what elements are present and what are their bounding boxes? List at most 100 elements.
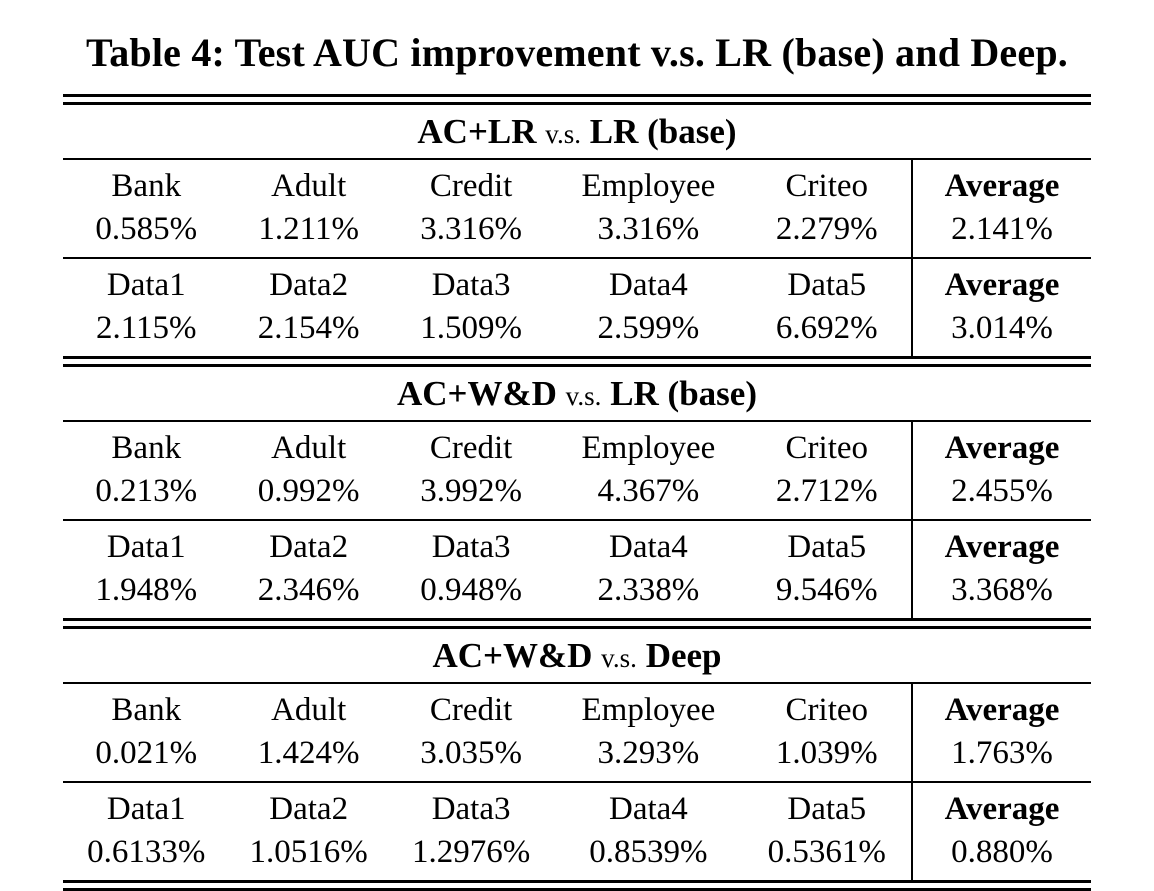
col-header-cell: Data2 bbox=[269, 267, 349, 303]
table-container: AC+LR v.s. LR (base) Bank Adult Credit E… bbox=[63, 94, 1091, 891]
average-value-cell: 2.455% bbox=[911, 469, 1091, 521]
col-header-cell: Bank bbox=[111, 430, 182, 466]
section-heading: AC+W&D v.s. LR (base) bbox=[63, 365, 1091, 422]
value-cell: 3.293% bbox=[554, 731, 743, 783]
value-cell: 2.279% bbox=[742, 207, 913, 259]
value-cell: 9.546% bbox=[775, 572, 878, 608]
col-header-cell: Data5 bbox=[787, 529, 867, 565]
average-header-cell: Average bbox=[911, 683, 1091, 731]
value-cell: 0.213% bbox=[63, 469, 230, 521]
value-cell: 1.039% bbox=[742, 731, 913, 783]
dataset-header-row: Data1 Data2 Data3 Data4 Data5 Average bbox=[63, 258, 1091, 306]
dataset-header-row: Data1 Data2 Data3 Data4 Data5 Average bbox=[63, 520, 1091, 568]
average-header-cell: Average bbox=[911, 258, 1091, 306]
col-header-cell: Data4 bbox=[609, 267, 688, 303]
value-cell: 2.346% bbox=[257, 572, 360, 608]
section-heading: AC+LR v.s. LR (base) bbox=[63, 103, 1091, 160]
double-rule-line bbox=[63, 94, 1091, 105]
value-cell: 3.316% bbox=[554, 207, 743, 259]
value-row: 2.115% 2.154% 1.509% 2.599% 6.692% 3.014… bbox=[63, 306, 1091, 358]
results-table: AC+LR v.s. LR (base) Bank Adult Credit E… bbox=[63, 94, 1091, 891]
value-cell: 2.712% bbox=[742, 469, 913, 521]
value-row: 0.6133% 1.0516% 1.2976% 0.8539% 0.5361% … bbox=[63, 830, 1091, 882]
value-cell: 3.316% bbox=[387, 207, 555, 259]
value-cell: 3.035% bbox=[387, 731, 555, 783]
value-cell: 3.992% bbox=[387, 469, 555, 521]
col-header-cell: Data5 bbox=[787, 267, 867, 303]
dataset-header-row: Bank Adult Credit Employee Criteo Averag… bbox=[63, 159, 1091, 207]
average-value-cell: 1.763% bbox=[911, 731, 1091, 783]
average-value-cell: 2.141% bbox=[911, 207, 1091, 259]
value-cell: 0.948% bbox=[420, 572, 522, 608]
value-cell: 1.948% bbox=[95, 572, 198, 608]
col-header-cell: Criteo bbox=[785, 168, 869, 204]
col-header-cell: Data3 bbox=[431, 267, 511, 303]
section-heading-row: AC+W&D v.s. LR (base) bbox=[63, 365, 1091, 422]
value-cell: 1.424% bbox=[229, 731, 388, 783]
value-row: 0.585% 1.211% 3.316% 3.316% 2.279% 2.141… bbox=[63, 207, 1091, 259]
col-header-cell: Data2 bbox=[269, 529, 349, 565]
col-header-cell: Data2 bbox=[269, 791, 349, 827]
col-header-cell: Data1 bbox=[106, 267, 186, 303]
value-cell: 0.6133% bbox=[87, 834, 206, 870]
double-rule bbox=[63, 618, 1091, 629]
double-rule-line bbox=[63, 880, 1091, 891]
col-header-cell: Data1 bbox=[106, 791, 186, 827]
col-header-cell: Employee bbox=[581, 430, 716, 466]
col-header-cell: Employee bbox=[581, 168, 716, 204]
section-heading-row: AC+W&D v.s. Deep bbox=[63, 627, 1091, 684]
value-cell: 2.154% bbox=[257, 310, 360, 346]
value-row: 0.021% 1.424% 3.035% 3.293% 1.039% 1.763… bbox=[63, 731, 1091, 783]
double-rule-line bbox=[63, 618, 1091, 629]
section-heading-baseline: LR (base) bbox=[610, 374, 757, 413]
double-rule-line bbox=[63, 356, 1091, 367]
col-header-cell: Credit bbox=[429, 692, 513, 728]
section-heading-vs: v.s. bbox=[545, 119, 582, 149]
col-header-cell: Data3 bbox=[431, 791, 511, 827]
col-header-cell: Adult bbox=[271, 692, 347, 728]
value-cell: 1.509% bbox=[420, 310, 522, 346]
value-cell: 0.5361% bbox=[767, 834, 886, 870]
col-header-cell: Data4 bbox=[609, 791, 688, 827]
value-cell: 2.115% bbox=[96, 310, 197, 346]
value-cell: 0.585% bbox=[63, 207, 230, 259]
col-header-cell: Bank bbox=[111, 692, 182, 728]
col-header-cell: Data1 bbox=[106, 529, 186, 565]
col-header-cell: Employee bbox=[581, 692, 716, 728]
average-value-cell: 0.880% bbox=[911, 830, 1091, 882]
value-row: 0.213% 0.992% 3.992% 4.367% 2.712% 2.455… bbox=[63, 469, 1091, 521]
section-heading: AC+W&D v.s. Deep bbox=[63, 627, 1091, 684]
dataset-header-row: Bank Adult Credit Employee Criteo Averag… bbox=[63, 683, 1091, 731]
section-heading-model: AC+W&D bbox=[432, 636, 593, 675]
table-caption: Table 4: Test AUC improvement v.s. LR (b… bbox=[86, 30, 1068, 75]
section-heading-vs: v.s. bbox=[565, 381, 602, 411]
average-value-cell: 3.014% bbox=[911, 306, 1091, 358]
section-heading-vs: v.s. bbox=[601, 643, 637, 673]
value-cell: 1.2976% bbox=[411, 834, 531, 870]
value-cell: 6.692% bbox=[775, 310, 878, 346]
section-heading-baseline: LR (base) bbox=[589, 112, 737, 151]
value-cell: 0.8539% bbox=[589, 834, 708, 870]
section-heading-row: AC+LR v.s. LR (base) bbox=[63, 103, 1091, 160]
col-header-cell: Bank bbox=[111, 168, 182, 204]
section-heading-baseline: Deep bbox=[645, 636, 722, 675]
value-cell: 0.992% bbox=[229, 469, 388, 521]
value-cell: 2.338% bbox=[597, 572, 700, 608]
double-rule bbox=[63, 356, 1091, 367]
dataset-header-row: Bank Adult Credit Employee Criteo Averag… bbox=[63, 421, 1091, 469]
dataset-header-row: Data1 Data2 Data3 Data4 Data5 Average bbox=[63, 782, 1091, 830]
col-header-cell: Criteo bbox=[785, 692, 869, 728]
average-header-cell: Average bbox=[911, 159, 1091, 207]
value-cell: 1.0516% bbox=[249, 834, 368, 870]
col-header-cell: Credit bbox=[429, 430, 513, 466]
value-cell: 4.367% bbox=[554, 469, 743, 521]
col-header-cell: Data4 bbox=[609, 529, 688, 565]
col-header-cell: Adult bbox=[271, 430, 347, 466]
section-heading-model: AC+W&D bbox=[396, 374, 557, 413]
col-header-cell: Credit bbox=[429, 168, 513, 204]
col-header-cell: Data5 bbox=[787, 791, 867, 827]
value-row: 1.948% 2.346% 0.948% 2.338% 9.546% 3.368… bbox=[63, 568, 1091, 620]
double-rule bbox=[63, 880, 1091, 891]
average-header-cell: Average bbox=[911, 782, 1091, 830]
col-header-cell: Adult bbox=[271, 168, 347, 204]
